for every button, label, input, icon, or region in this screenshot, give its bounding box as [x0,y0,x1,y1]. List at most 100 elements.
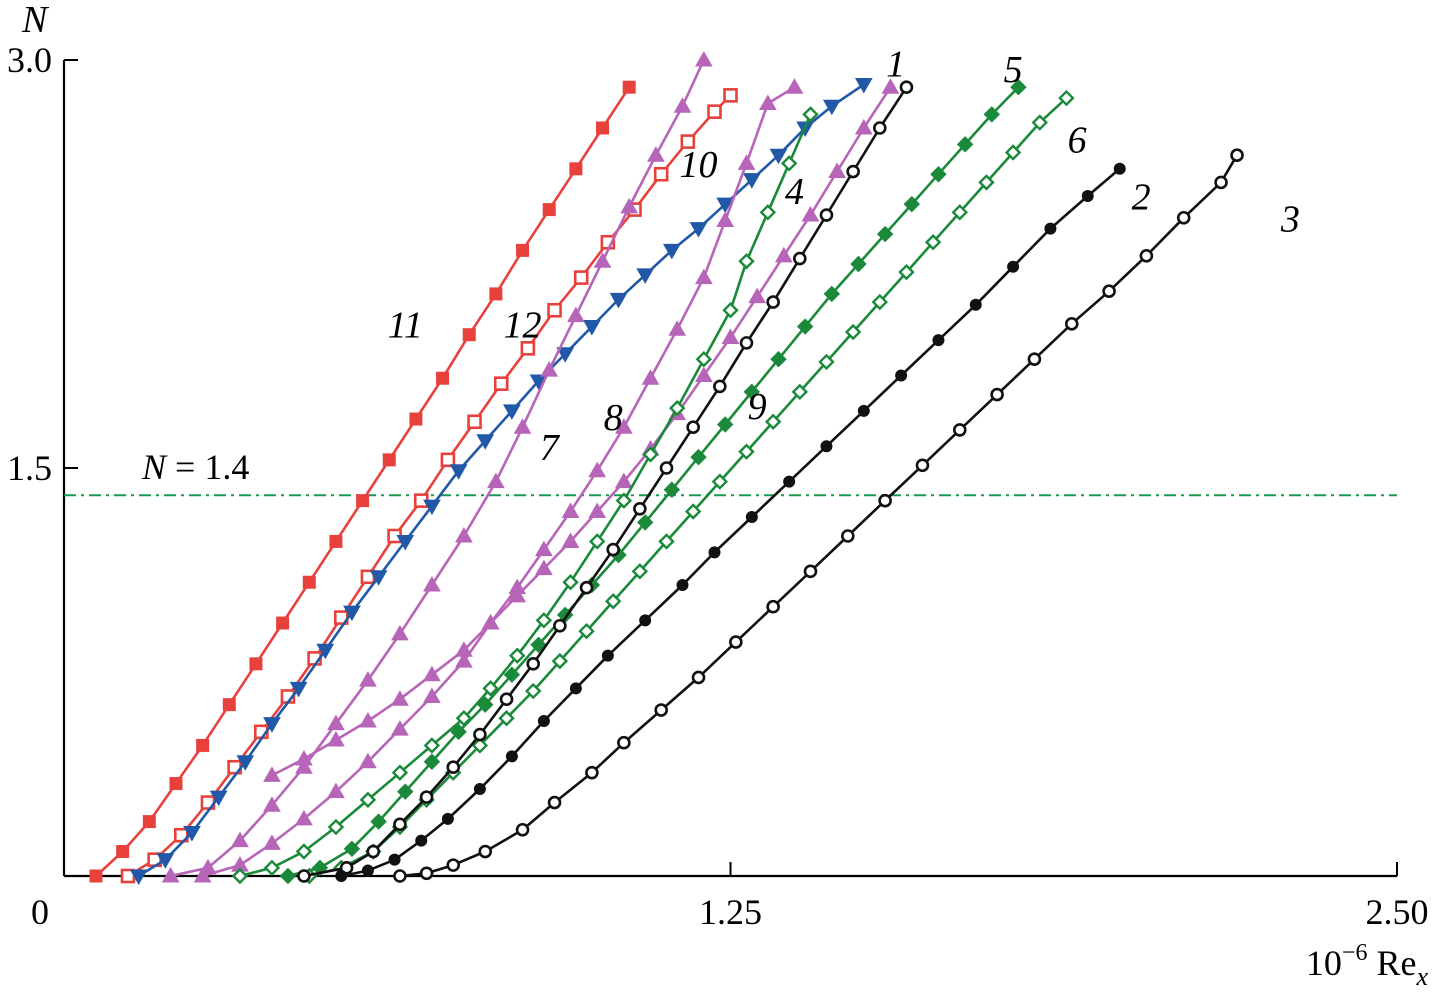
data-point [1058,89,1075,107]
data-point [335,870,348,882]
curve-label: 3 [1280,198,1300,240]
data-point [391,764,409,781]
data-point [476,434,495,450]
data-point [722,302,739,319]
data-point [668,399,686,417]
data-point [854,118,873,135]
series-6 [301,89,1075,885]
data-point [742,173,761,189]
data-point [1102,284,1116,299]
data-point [569,162,583,176]
data-point [343,840,361,858]
data-point [1027,352,1042,367]
data-point [684,503,702,520]
data-point [561,502,580,519]
data-point [802,106,819,123]
x-axis-title: 10−6 Rex [1306,940,1429,991]
data-point [766,295,780,309]
data-point [686,420,700,435]
data-point [359,791,377,809]
data-point [503,404,521,420]
data-point [525,682,542,700]
data-point [562,574,579,591]
reference-line-label-value: = 1.4 [166,447,249,487]
data-point [142,815,156,829]
data-point [289,681,308,698]
data-point [596,121,610,135]
series-line [239,113,812,878]
data-point [850,255,867,273]
data-point [222,698,236,712]
curve-label: 12 [504,304,542,346]
data-point [1010,78,1027,96]
data-point [1113,162,1126,175]
data-point [263,834,281,850]
data-point [589,533,606,550]
data-point [620,197,639,214]
x-axis-title-main: Re [1367,943,1416,983]
data-point [359,671,377,687]
series-4 [231,106,819,885]
data-point [473,782,486,795]
data-point [423,665,441,682]
data-point [423,737,441,754]
y-ticks: 1.5 3.0 [7,40,78,488]
data-point [327,730,345,747]
data-point [642,446,659,463]
data-point [588,461,607,478]
data-point [680,134,696,149]
data-point [116,845,130,859]
curve-label: 4 [785,171,804,213]
data-point [388,853,401,866]
series-9 [263,78,900,782]
data-point [774,246,793,263]
data-point [801,206,820,222]
data-point [520,341,536,356]
data-point [276,616,290,630]
data-point [467,414,482,430]
data-point [1176,210,1191,225]
data-point [478,844,493,859]
data-point [231,867,249,885]
data-point [391,690,409,706]
curve-label: 11 [388,304,423,346]
data-point [316,643,335,660]
data-point [263,796,281,812]
data-point [871,293,888,311]
data-point [857,404,870,417]
data-point [327,818,345,836]
data-point [791,383,809,401]
data-point [745,510,758,523]
data-point [455,652,473,668]
data-point [653,166,669,182]
curve-label: 10 [680,144,718,186]
data-point [899,80,914,94]
data-point [547,302,562,318]
data-point [1064,317,1079,331]
data-point [711,473,729,490]
data-point [423,575,441,592]
data-point [759,204,777,221]
data-point [1081,190,1094,202]
data-point [477,696,494,713]
data-point [526,657,541,671]
data-point [482,680,499,697]
data-point [748,287,767,304]
data-point [622,80,636,94]
data-point [537,714,550,727]
data-point [547,795,562,810]
data-point [822,99,841,116]
data-point [780,155,798,172]
series-3 [393,148,1244,883]
data-point [641,369,660,385]
data-point [738,253,755,270]
data-point [279,867,297,885]
data-point [129,869,148,886]
data-point [440,452,456,468]
data-point [449,464,468,480]
curve-label: 1 [886,43,905,85]
data-point [646,146,665,162]
data-point [819,208,834,222]
data-point [654,703,668,717]
data-point [708,546,721,559]
